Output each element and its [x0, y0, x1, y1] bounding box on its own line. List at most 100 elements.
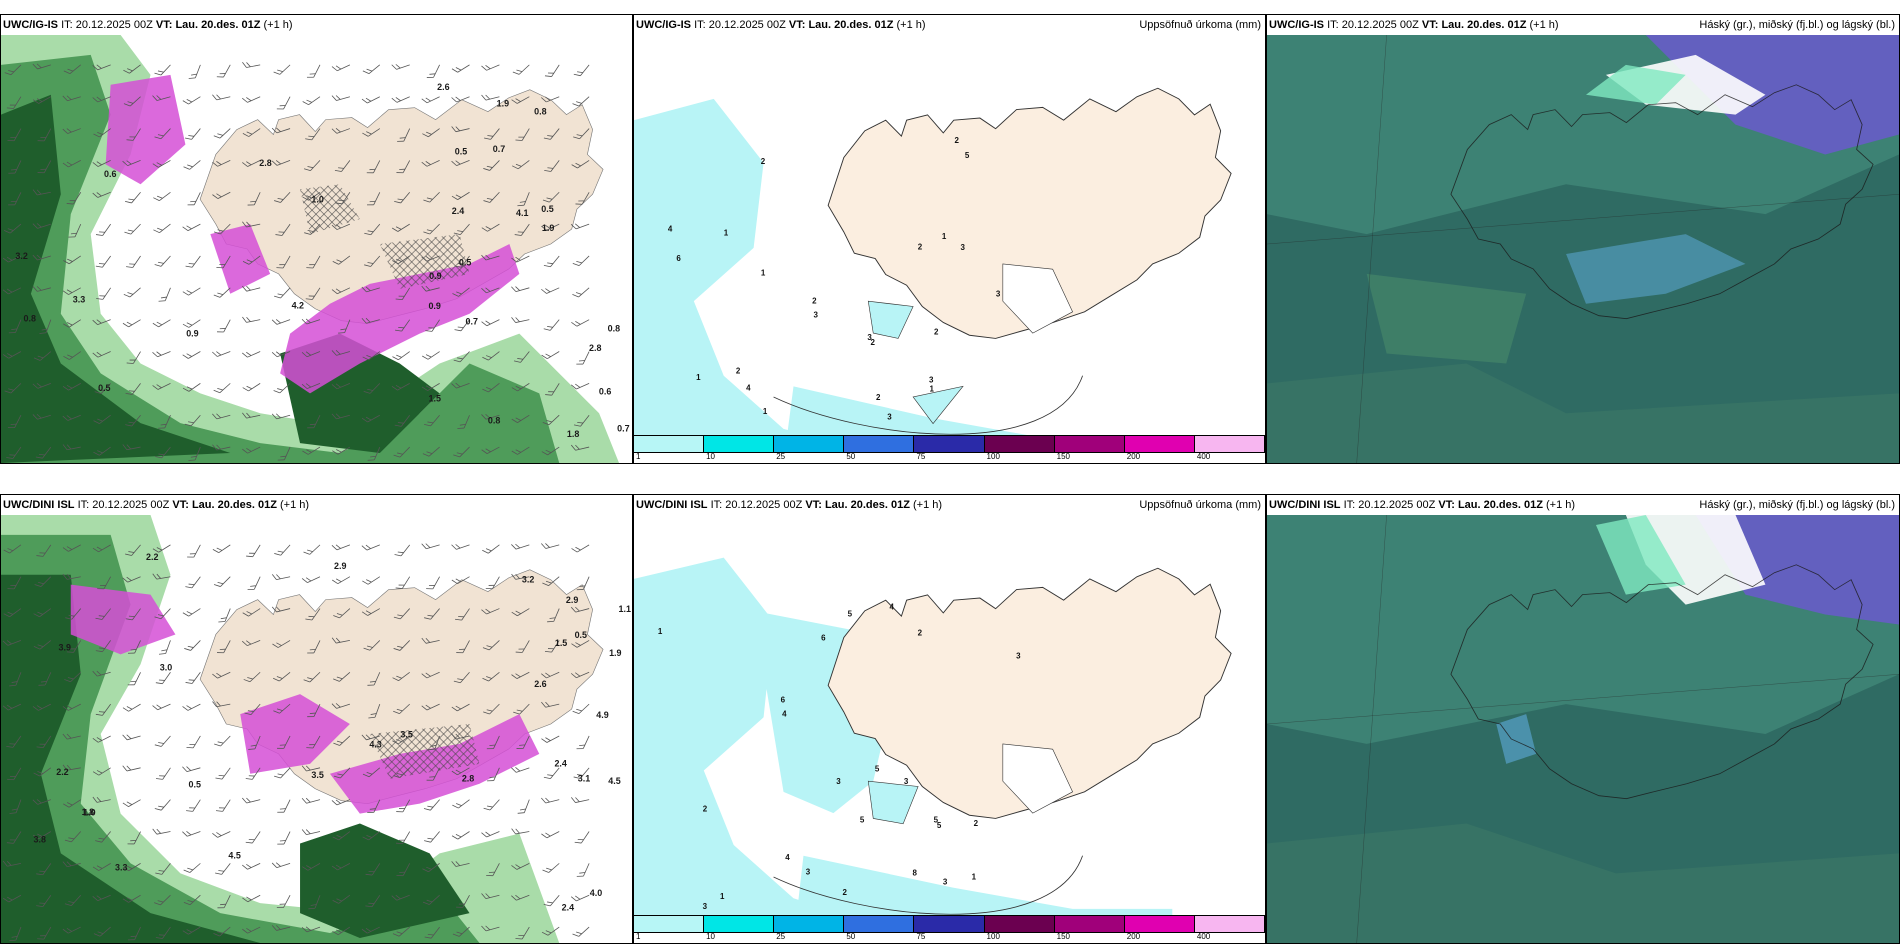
- colorbar-swatch: [704, 916, 775, 932]
- colorbar-swatch: [844, 916, 915, 932]
- value-label: 0.5: [575, 630, 587, 640]
- value-label: 2.8: [259, 158, 271, 168]
- colorbar-swatch: [1124, 436, 1195, 452]
- value-label: 1.5: [555, 638, 567, 648]
- value-label: 1: [724, 228, 729, 237]
- colorbar-swatch: [1194, 436, 1265, 452]
- wind-precip-map: 3.0 1.0 3.9 4.5 3.1 4.9 2.4 0.5 3.3 2.2 2.9 3.8 3.5 1…: [1, 515, 632, 943]
- value-label: 3.8: [33, 834, 45, 844]
- colorbar-tick-label: 75: [916, 932, 926, 941]
- value-label: 2: [870, 338, 875, 347]
- panel-header: UWC/DINI ISL IT: 20.12.2025 00Z VT: Lau.…: [1, 495, 632, 515]
- colorbar-tick-label: 150: [1056, 452, 1071, 461]
- value-label: 4: [668, 224, 673, 233]
- value-label: 4.5: [228, 851, 240, 861]
- colorbar-swatch: [704, 436, 775, 452]
- precip-panel-top: UWC/IG-IS IT: 20.12.2025 00Z VT: Lau. 20…: [633, 14, 1266, 464]
- value-label: 2: [843, 888, 848, 897]
- colorbar-swatch: [1054, 916, 1125, 932]
- colorbar-tick-label: 150: [1056, 932, 1071, 941]
- colorbar-swatch: [844, 436, 915, 452]
- colorbar-swatch: [634, 436, 705, 452]
- value-label: 3: [836, 777, 841, 786]
- value-label: 4.0: [590, 888, 602, 898]
- value-label: 2.6: [437, 82, 449, 92]
- colorbar-tick-label: 1: [636, 452, 641, 461]
- value-label: 3: [996, 289, 1001, 298]
- value-label: 2: [934, 327, 939, 336]
- colorbar-swatch: [984, 436, 1055, 452]
- colorbar-tick-label: 400: [1196, 452, 1211, 461]
- value-label: 3.3: [73, 294, 85, 304]
- value-label: 2: [736, 366, 741, 375]
- value-label: 3: [943, 877, 948, 886]
- precip-title: Uppsöfnuð úrkoma (mm): [1139, 499, 1261, 511]
- value-label: 2: [703, 804, 708, 813]
- value-label: 4: [889, 602, 894, 611]
- value-label: 4: [785, 853, 790, 862]
- value-label: 3: [904, 777, 909, 786]
- value-label: 0.5: [541, 204, 553, 214]
- value-label: 3.2: [15, 251, 27, 261]
- colorbar-tick-label: 400: [1196, 932, 1211, 941]
- value-label: 1: [763, 407, 768, 416]
- panel-header: UWC/IG-IS IT: 20.12.2025 00Z VT: Lau. 20…: [1267, 15, 1899, 35]
- value-label: 1.9: [542, 223, 554, 233]
- colorbar-tick-label: 10: [706, 932, 716, 941]
- value-label: 0.8: [534, 106, 546, 116]
- value-label: 2.8: [462, 773, 474, 783]
- value-label: 5: [875, 764, 880, 773]
- value-label: 5: [937, 821, 942, 830]
- colorbar-swatch: [984, 916, 1055, 932]
- cloud-map: [1267, 35, 1899, 463]
- value-label: 2.6: [534, 679, 546, 689]
- value-label: 3.9: [59, 643, 71, 653]
- value-label: 2.9: [566, 595, 578, 605]
- value-label: 3: [887, 412, 892, 421]
- panel-header: UWC/DINI ISL IT: 20.12.2025 00Z VT: Lau.…: [634, 495, 1265, 515]
- cloud-panel-top: UWC/IG-IS IT: 20.12.2025 00Z VT: Lau. 20…: [1266, 14, 1900, 464]
- cloud-title: Háský (gr.), miðský (fj.bl.) og lágský (…: [1699, 499, 1895, 511]
- value-label: 0.8: [488, 415, 500, 425]
- value-label: 4.1: [516, 208, 528, 218]
- value-label: 8: [913, 868, 918, 877]
- value-label: 1: [761, 268, 766, 277]
- value-label: 6: [821, 634, 826, 643]
- value-label: 1.0: [83, 808, 95, 818]
- value-label: 6: [781, 695, 786, 704]
- value-label: 0.8: [608, 324, 620, 334]
- value-label: 5: [860, 815, 865, 824]
- value-label: 5: [934, 815, 939, 824]
- colorbar-tick-label: 1: [636, 932, 641, 941]
- value-label: 1: [658, 627, 663, 636]
- colorbar-swatch: [774, 436, 845, 452]
- value-label: 3: [1016, 651, 1021, 660]
- value-label: 3.1: [578, 773, 590, 783]
- cloud-map: [1267, 515, 1899, 943]
- colorbar-swatch: [914, 916, 985, 932]
- value-label: 1.8: [567, 429, 579, 439]
- value-label: 3: [867, 333, 872, 342]
- value-label: 0.8: [24, 314, 36, 324]
- value-label: 3.3: [115, 863, 127, 873]
- value-label: 0.6: [104, 169, 116, 179]
- value-label: 4.2: [292, 301, 304, 311]
- value-label: 1.1: [619, 604, 631, 614]
- wind-precip-panel-bottom: UWC/DINI ISL IT: 20.12.2025 00Z VT: Lau.…: [0, 494, 633, 944]
- value-label: 1: [696, 373, 701, 382]
- value-label: 4.3: [369, 739, 381, 749]
- value-label: 2: [761, 157, 766, 166]
- value-label: 4: [746, 383, 751, 392]
- value-label: 0.5: [189, 780, 201, 790]
- value-label: 0.7: [466, 316, 478, 326]
- precip-map: 3 25 5 6 4 1 2 3 4 2 4 3 5 8 6 5 2 3 3 1 1 2 3 5: [634, 515, 1265, 943]
- colorbar-tick-label: 75: [916, 452, 926, 461]
- value-label: 2.4: [452, 206, 464, 216]
- value-label: 3: [960, 243, 965, 252]
- value-label: 3.0: [160, 663, 172, 673]
- value-label: 0.6: [599, 386, 611, 396]
- panel-header: UWC/DINI ISL IT: 20.12.2025 00Z VT: Lau.…: [1267, 495, 1899, 515]
- colorbar-tick-label: 10: [706, 452, 716, 461]
- value-label: 2: [918, 628, 923, 637]
